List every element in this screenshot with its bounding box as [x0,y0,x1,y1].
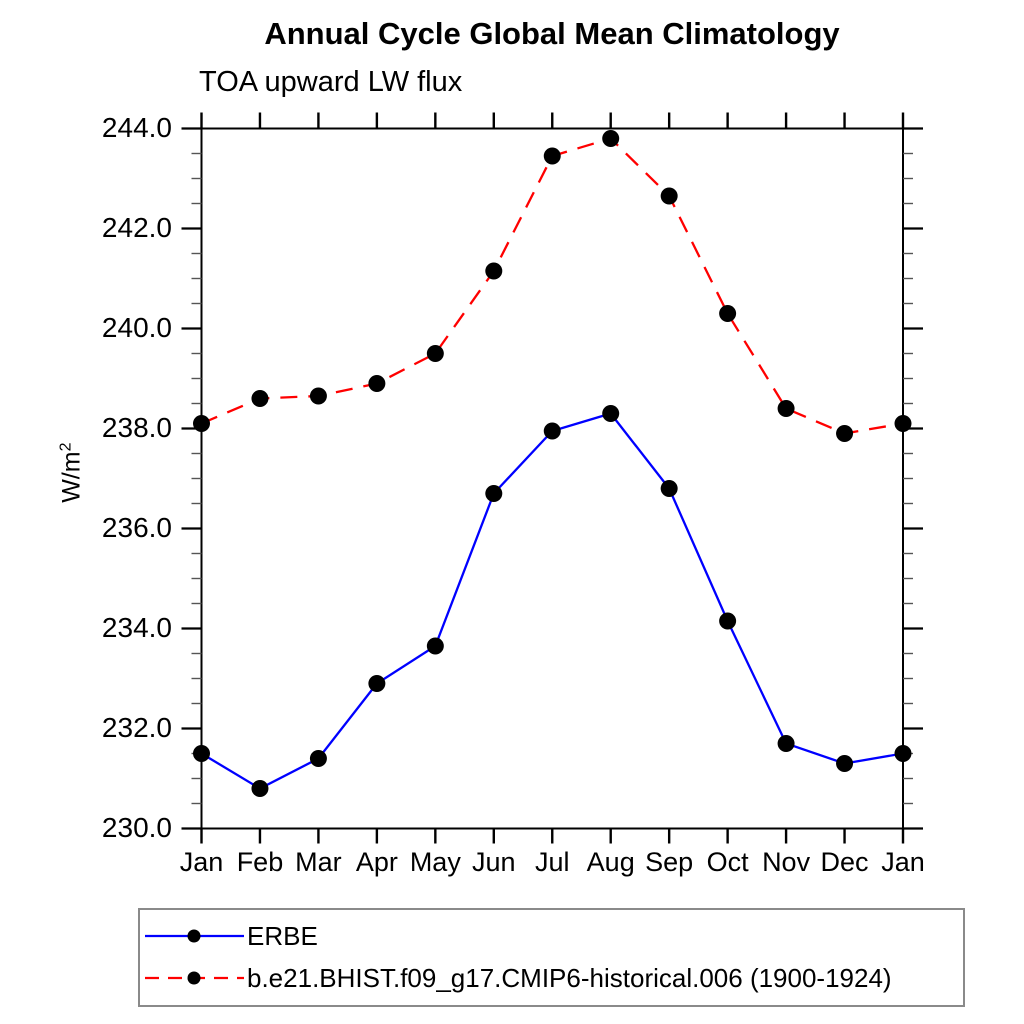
data-point [777,735,795,752]
y-tick-label: 238.0 [102,412,172,443]
data-point [894,745,912,762]
series-line-0 [200,412,904,790]
data-point [368,375,386,392]
y-tick-label: 236.0 [102,512,172,543]
legend-label: b.e21.BHIST.f09_g17.CMIP6-historical.006… [247,962,892,993]
series-line-1 [201,137,904,435]
data-point [309,387,327,405]
data-point [836,755,854,772]
data-point [251,390,269,407]
y-tick-label: 230.0 [102,812,172,843]
y-tick-label: 244.0 [102,112,172,143]
x-tick-label: Apr [356,847,398,877]
x-tick-label: Sep [645,847,693,877]
legend-label: ERBE [247,920,318,951]
data-point [193,745,210,762]
y-tick-label: 242.0 [102,212,172,243]
x-tick-label: Aug [587,847,635,877]
chart-subtitle: TOA upward LW flux [199,66,463,98]
legend-sample [145,971,244,985]
data-point [193,415,210,432]
data-point [543,422,561,440]
x-tick-label: Oct [707,847,750,877]
data-point [602,405,620,422]
y-tick-label: 232.0 [102,712,172,743]
plot-frame [200,127,904,830]
chart-title: Annual Cycle Global Mean Climatology [264,16,840,51]
data-point [485,485,503,502]
x-tick-label: Mar [295,847,342,877]
legend-item: b.e21.BHIST.f09_g17.CMIP6-historical.006… [140,957,963,999]
legend-box: ERBE b.e21.BHIST.f09_g17.CMIP6-historical… [138,908,965,1007]
legend-marker [187,971,201,985]
data-point [777,400,795,417]
x-tick-label: Feb [237,847,284,877]
legend-item: ERBE [140,915,963,957]
data-point [719,305,737,322]
y-tick-label: 240.0 [102,312,172,343]
data-point [426,345,444,362]
x-tick-label: Jul [535,847,570,877]
data-point [485,262,503,280]
legend-marker [187,929,201,943]
x-tick-label: Dec [821,847,869,877]
data-point [251,780,269,797]
data-point [660,480,678,497]
data-point [368,675,386,692]
x-tick-label: Jun [472,847,516,877]
data-point [602,130,620,147]
data-point [543,147,561,165]
y-tick-label: 234.0 [102,612,172,643]
data-point [309,750,327,767]
x-tick-label: Jan [180,847,224,877]
data-point [426,637,444,655]
x-tick-label: Nov [762,847,811,877]
legend-sample [145,929,244,943]
x-tick-label: May [410,847,462,877]
data-point [719,612,737,630]
x-tick-label: Jan [881,847,925,877]
data-point [836,425,854,442]
data-point [660,187,678,205]
data-point [894,415,912,432]
